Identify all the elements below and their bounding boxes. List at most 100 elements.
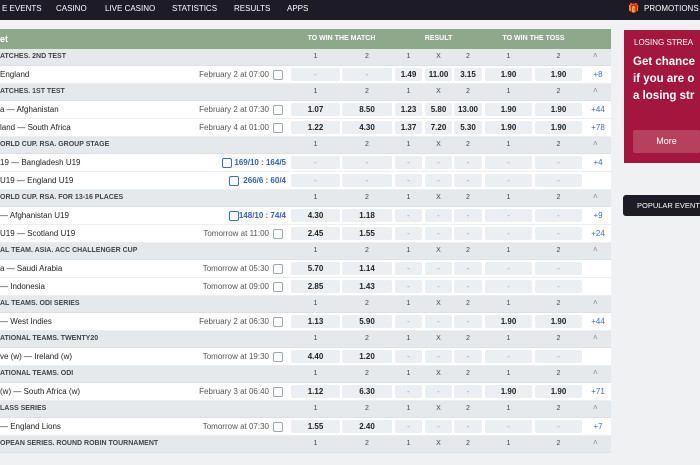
stats-icon[interactable] — [273, 422, 283, 432]
nav-item[interactable]: CASINO — [56, 4, 87, 13]
odds-cell[interactable]: 1.90 — [485, 121, 532, 134]
odds-cell[interactable]: - — [291, 174, 340, 187]
odds-cell[interactable]: 1.22 — [291, 121, 340, 134]
odds-cell[interactable]: - — [395, 227, 422, 240]
odds-cell[interactable]: - — [454, 315, 482, 328]
odds-cell[interactable]: - — [395, 262, 422, 275]
nav-item[interactable]: E EVENTS — [2, 4, 42, 13]
market-group[interactable]: TO WIN THE TOSS — [502, 35, 565, 42]
more-markets[interactable]: +7 — [593, 422, 603, 431]
nav-item[interactable]: LIVE CASINO — [105, 4, 156, 13]
match-row[interactable]: — West Indies February 2 at 06:30 1.13 5.90… — [0, 313, 611, 331]
odds-cell[interactable]: 1.23 — [395, 103, 422, 116]
nav-item[interactable]: STATISTICS — [172, 4, 218, 13]
odds-cell[interactable]: 1.18 — [342, 209, 392, 222]
match-row[interactable]: a — Saudi Arabia Tomorrow at 05:30 5.70 1.1… — [0, 260, 611, 278]
stats-icon[interactable] — [273, 387, 283, 397]
odds-cell[interactable]: - — [535, 280, 582, 293]
odds-cell[interactable]: 1.90 — [535, 315, 582, 328]
odds-cell[interactable]: - — [485, 209, 532, 222]
odds-cell[interactable]: - — [485, 420, 532, 433]
odds-cell[interactable]: - — [485, 350, 532, 363]
odds-cell[interactable]: - — [425, 315, 452, 328]
odds-cell[interactable]: - — [535, 420, 582, 433]
odds-cell[interactable]: - — [454, 385, 482, 398]
odds-cell[interactable]: 7.20 — [425, 121, 452, 134]
collapse-icon[interactable]: ˄ — [593, 403, 598, 412]
popular-events[interactable]: POPULAR EVENT — [623, 195, 700, 216]
odds-cell[interactable]: - — [485, 262, 532, 275]
odds-cell[interactable]: - — [454, 262, 482, 275]
odds-cell[interactable]: 1.90 — [535, 68, 582, 81]
match-name[interactable]: — West Indies — [0, 317, 52, 326]
stats-icon[interactable] — [273, 282, 283, 292]
odds-cell[interactable]: - — [535, 262, 582, 275]
collapse-icon[interactable]: ˄ — [593, 298, 598, 307]
match-row[interactable]: England February 2 at 07:00- -1.49 11.00 3.1… — [0, 66, 611, 84]
odds-cell[interactable]: - — [342, 156, 392, 169]
match-row[interactable]: U19 — Scotland U19 Tomorrow at 11:00 2.45 1… — [0, 225, 611, 243]
odds-cell[interactable]: - — [454, 209, 482, 222]
odds-cell[interactable]: - — [425, 280, 452, 293]
odds-cell[interactable]: 1.55 — [291, 420, 340, 433]
stats-icon[interactable] — [273, 229, 283, 239]
nav-item[interactable]: APPS — [287, 4, 309, 13]
match-row[interactable]: — Indonesia Tomorrow at 09:00 2.85 1.43- - - -… — [0, 278, 611, 296]
more-button[interactable]: More — [633, 130, 700, 153]
odds-cell[interactable]: - — [535, 174, 582, 187]
odds-cell[interactable]: - — [454, 420, 482, 433]
odds-cell[interactable]: - — [395, 280, 422, 293]
odds-cell[interactable]: 5.70 — [291, 262, 340, 275]
odds-cell[interactable]: 1.43 — [342, 280, 392, 293]
collapse-icon[interactable]: ˄ — [593, 192, 598, 201]
odds-cell[interactable]: 5.90 — [342, 315, 392, 328]
odds-cell[interactable]: 1.90 — [485, 103, 532, 116]
match-name[interactable]: U19 — England U19 — [0, 176, 74, 185]
match-row[interactable]: — England Lions Tomorrow at 07:30 1.55 2.40… — [0, 418, 611, 436]
match-name[interactable]: 19 — Bangladesh U19 — [0, 158, 81, 167]
odds-cell[interactable]: 4.30 — [291, 209, 340, 222]
odds-cell[interactable]: - — [485, 174, 532, 187]
odds-cell[interactable]: - — [395, 385, 422, 398]
stats-icon[interactable] — [273, 317, 283, 327]
odds-cell[interactable]: 2.40 — [342, 420, 392, 433]
odds-cell[interactable]: - — [454, 174, 482, 187]
nav-item[interactable]: RESULTS — [234, 4, 271, 13]
more-markets[interactable]: +8 — [593, 70, 603, 79]
match-name[interactable]: — England Lions — [0, 422, 61, 431]
market-group[interactable]: TO WIN THE MATCH — [307, 35, 376, 42]
odds-cell[interactable]: 1.20 — [342, 350, 392, 363]
match-name[interactable]: a — Afghanistan — [0, 105, 59, 114]
odds-cell[interactable]: 1.12 — [291, 385, 340, 398]
odds-cell[interactable]: - — [485, 280, 532, 293]
odds-cell[interactable]: 1.14 — [342, 262, 392, 275]
odds-cell[interactable]: - — [425, 209, 452, 222]
match-row[interactable]: — Afghanistan U19 148/10 : 74/4 4.30 1.18- -… — [0, 207, 611, 225]
more-markets[interactable]: +9 — [593, 211, 603, 220]
odds-cell[interactable]: 13.00 — [454, 103, 482, 116]
odds-cell[interactable]: 5.80 — [425, 103, 452, 116]
odds-cell[interactable]: - — [342, 68, 392, 81]
odds-cell[interactable]: 1.07 — [291, 103, 340, 116]
odds-cell[interactable]: 1.90 — [535, 385, 582, 398]
odds-cell[interactable]: - — [454, 280, 482, 293]
odds-cell[interactable]: - — [425, 174, 452, 187]
match-row[interactable]: (w) — South Africa (w) February 3 at 06:4… — [0, 383, 611, 401]
odds-cell[interactable]: - — [425, 156, 452, 169]
odds-cell[interactable]: 1.55 — [342, 227, 392, 240]
odds-cell[interactable]: 2.45 — [291, 227, 340, 240]
odds-cell[interactable]: - — [395, 315, 422, 328]
promotions-link[interactable]: PROMOTIONS — [644, 4, 699, 13]
match-name[interactable]: a — Saudi Arabia — [0, 264, 63, 273]
match-row[interactable]: U19 — England U19 266/6 : 60/4- - - - - - - — [0, 172, 611, 190]
collapse-icon[interactable]: ˄ — [593, 368, 598, 377]
odds-cell[interactable]: - — [395, 209, 422, 222]
odds-cell[interactable]: - — [425, 420, 452, 433]
odds-cell[interactable]: - — [454, 227, 482, 240]
odds-cell[interactable]: - — [395, 420, 422, 433]
odds-cell[interactable]: - — [291, 68, 340, 81]
odds-cell[interactable]: - — [535, 227, 582, 240]
odds-cell[interactable]: - — [395, 350, 422, 363]
odds-cell[interactable]: 4.30 — [342, 121, 392, 134]
odds-cell[interactable]: 4.40 — [291, 350, 340, 363]
